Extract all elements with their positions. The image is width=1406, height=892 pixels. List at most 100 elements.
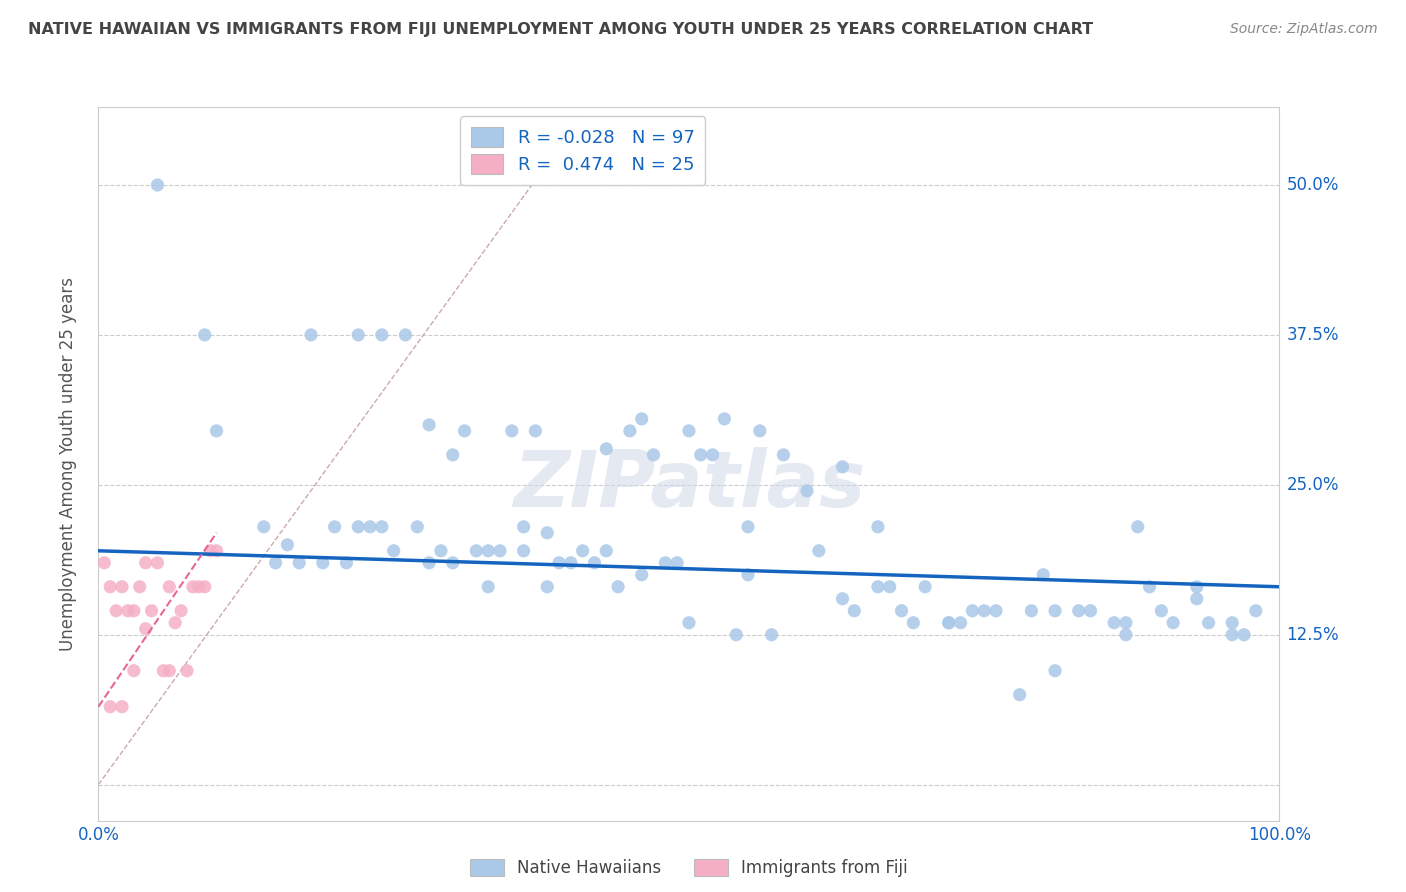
- Text: 12.5%: 12.5%: [1286, 626, 1339, 644]
- Point: [465, 543, 488, 558]
- Point: [128, 580, 150, 594]
- Point: [1220, 615, 1243, 630]
- Point: [276, 538, 298, 552]
- Point: [253, 520, 276, 534]
- Text: 37.5%: 37.5%: [1286, 326, 1339, 344]
- Point: [205, 424, 228, 438]
- Point: [879, 580, 901, 594]
- Point: [938, 615, 960, 630]
- Point: [571, 543, 593, 558]
- Point: [1244, 604, 1267, 618]
- Point: [583, 556, 606, 570]
- Point: [938, 615, 960, 630]
- Point: [1008, 688, 1031, 702]
- Point: [264, 556, 287, 570]
- Text: Source: ZipAtlas.com: Source: ZipAtlas.com: [1230, 22, 1378, 37]
- Point: [678, 424, 700, 438]
- Point: [1139, 580, 1161, 594]
- Point: [371, 520, 394, 534]
- Point: [607, 580, 630, 594]
- Point: [1198, 615, 1220, 630]
- Point: [1021, 604, 1043, 618]
- Point: [1185, 580, 1208, 594]
- Point: [98, 699, 121, 714]
- Point: [1220, 628, 1243, 642]
- Point: [146, 556, 169, 570]
- Point: [98, 580, 121, 594]
- Point: [866, 520, 889, 534]
- Text: NATIVE HAWAIIAN VS IMMIGRANTS FROM FIJI UNEMPLOYMENT AMONG YOUTH UNDER 25 YEARS : NATIVE HAWAIIAN VS IMMIGRANTS FROM FIJI …: [28, 22, 1094, 37]
- Point: [170, 604, 193, 618]
- Point: [866, 580, 889, 594]
- Point: [595, 442, 617, 456]
- Point: [772, 448, 794, 462]
- Text: 25.0%: 25.0%: [1286, 475, 1339, 494]
- Point: [371, 327, 394, 342]
- Point: [1067, 604, 1090, 618]
- Point: [187, 580, 209, 594]
- Point: [619, 424, 641, 438]
- Point: [1150, 604, 1173, 618]
- Point: [654, 556, 676, 570]
- Point: [761, 628, 783, 642]
- Point: [713, 412, 735, 426]
- Point: [347, 327, 370, 342]
- Point: [441, 556, 464, 570]
- Point: [536, 580, 558, 594]
- Point: [489, 543, 512, 558]
- Point: [1185, 591, 1208, 606]
- Point: [1043, 604, 1066, 618]
- Point: [702, 448, 724, 462]
- Point: [117, 604, 139, 618]
- Point: [1080, 604, 1102, 618]
- Point: [949, 615, 972, 630]
- Point: [1102, 615, 1125, 630]
- Point: [406, 520, 429, 534]
- Point: [157, 664, 180, 678]
- Point: [312, 556, 335, 570]
- Point: [643, 448, 665, 462]
- Point: [831, 459, 853, 474]
- Point: [299, 327, 322, 342]
- Point: [122, 664, 145, 678]
- Point: [394, 327, 416, 342]
- Point: [176, 664, 198, 678]
- Point: [157, 580, 180, 594]
- Point: [165, 615, 187, 630]
- Point: [914, 580, 936, 594]
- Point: [288, 556, 311, 570]
- Point: [890, 604, 912, 618]
- Point: [512, 520, 534, 534]
- Point: [512, 543, 534, 558]
- Text: ZIPatlas: ZIPatlas: [513, 447, 865, 524]
- Point: [135, 622, 157, 636]
- Point: [477, 580, 499, 594]
- Point: [536, 525, 558, 540]
- Point: [93, 556, 115, 570]
- Point: [347, 520, 370, 534]
- Point: [359, 520, 381, 534]
- Point: [382, 543, 405, 558]
- Point: [122, 604, 145, 618]
- Point: [524, 424, 547, 438]
- Point: [146, 178, 169, 192]
- Point: [194, 580, 217, 594]
- Point: [1161, 615, 1184, 630]
- Point: [200, 543, 222, 558]
- Point: [903, 615, 925, 630]
- Point: [595, 543, 617, 558]
- Point: [678, 615, 700, 630]
- Point: [335, 556, 357, 570]
- Point: [418, 417, 440, 432]
- Point: [111, 580, 134, 594]
- Point: [205, 543, 228, 558]
- Point: [501, 424, 523, 438]
- Point: [141, 604, 163, 618]
- Point: [725, 628, 748, 642]
- Y-axis label: Unemployment Among Youth under 25 years: Unemployment Among Youth under 25 years: [59, 277, 77, 651]
- Point: [807, 543, 830, 558]
- Text: 50.0%: 50.0%: [1286, 176, 1339, 194]
- Point: [973, 604, 995, 618]
- Point: [135, 556, 157, 570]
- Point: [560, 556, 582, 570]
